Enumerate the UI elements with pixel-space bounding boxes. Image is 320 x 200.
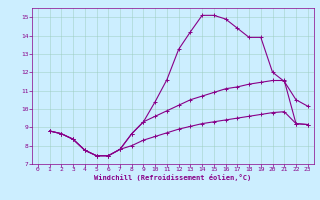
X-axis label: Windchill (Refroidissement éolien,°C): Windchill (Refroidissement éolien,°C) (94, 174, 252, 181)
